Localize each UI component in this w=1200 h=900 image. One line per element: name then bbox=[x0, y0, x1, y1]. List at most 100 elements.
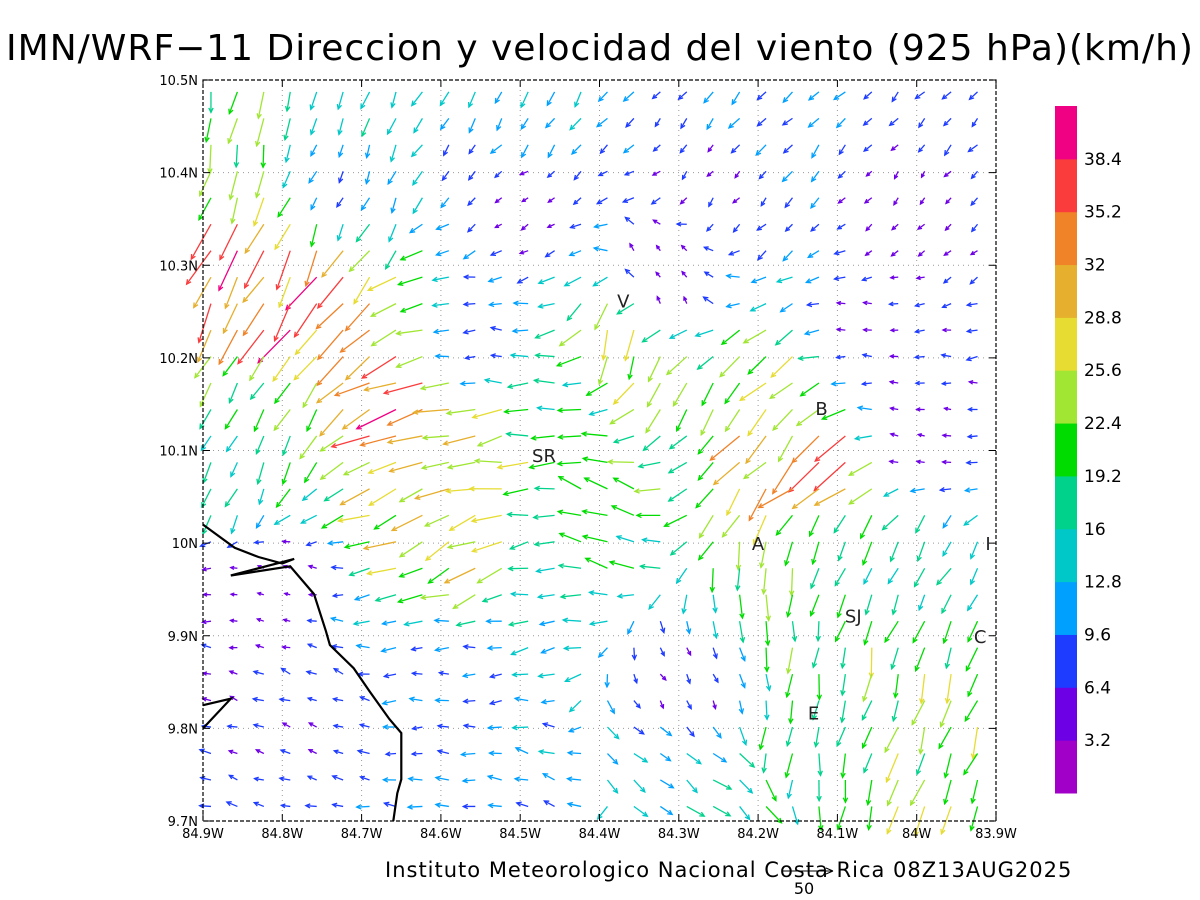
y-tick-label: 10.5N bbox=[159, 74, 198, 89]
wind-arrow bbox=[941, 594, 952, 615]
wind-arrow-shaft bbox=[810, 594, 820, 616]
wind-arrow bbox=[889, 432, 899, 437]
wind-arrow-head bbox=[224, 423, 230, 430]
wind-arrow bbox=[672, 382, 688, 408]
wind-arrow-head bbox=[731, 198, 738, 204]
wind-arrow-head bbox=[370, 340, 377, 347]
wind-arrow bbox=[768, 382, 793, 400]
wind-arrow bbox=[942, 514, 952, 529]
wind-arrow-shaft bbox=[777, 276, 793, 283]
wind-arrow-head bbox=[218, 285, 224, 292]
wind-arrow-shaft bbox=[911, 700, 926, 725]
wind-arrow-shaft bbox=[848, 461, 873, 476]
wind-arrow bbox=[388, 223, 397, 243]
wind-arrow-shaft bbox=[443, 144, 450, 156]
wind-arrow-shaft bbox=[408, 805, 423, 808]
wind-arrow-shaft bbox=[782, 91, 793, 103]
wind-arrow-head bbox=[557, 475, 564, 482]
wind-arrow-head bbox=[833, 250, 840, 256]
wind-arrow-head bbox=[756, 225, 762, 231]
wind-arrow-head bbox=[228, 194, 234, 201]
wind-arrow-shaft bbox=[331, 435, 370, 448]
wind-arrow-shaft bbox=[434, 329, 449, 333]
wind-arrow bbox=[609, 408, 635, 425]
wind-arrow-head bbox=[660, 651, 665, 657]
wind-arrow-shaft bbox=[254, 541, 264, 544]
wind-arrow-head bbox=[403, 621, 410, 627]
wind-arrow-shaft bbox=[747, 409, 767, 436]
wind-arrow-shaft bbox=[490, 699, 502, 705]
wind-arrow-head bbox=[776, 817, 783, 824]
wind-arrow-shaft bbox=[815, 726, 820, 747]
wind-arrow-shaft bbox=[463, 302, 476, 306]
wind-arrow-shaft bbox=[281, 804, 291, 808]
wind-arrow-head bbox=[440, 202, 447, 209]
wind-arrow bbox=[489, 353, 502, 359]
wind-arrow-head bbox=[938, 743, 944, 750]
wind-arrow-head bbox=[502, 490, 509, 497]
wind-arrow-shaft bbox=[253, 724, 264, 728]
wind-arrow-head bbox=[687, 704, 692, 711]
wind-arrow-shaft bbox=[439, 91, 450, 106]
wind-arrow-shaft bbox=[695, 488, 714, 509]
wind-arrow-shaft bbox=[863, 621, 873, 645]
wind-arrow-head bbox=[893, 692, 899, 699]
wind-arrow-shaft bbox=[423, 435, 449, 439]
wind-arrow-head bbox=[304, 477, 310, 484]
wind-arrow bbox=[461, 672, 476, 679]
wind-arrow bbox=[284, 91, 291, 113]
wind-arrow-head bbox=[816, 694, 823, 701]
wind-arrow-shaft bbox=[622, 197, 635, 203]
wind-arrow-head bbox=[709, 455, 716, 461]
wind-arrow-head bbox=[441, 175, 447, 182]
wind-arrow-head bbox=[336, 235, 342, 242]
wind-arrow-shaft bbox=[316, 303, 344, 329]
wind-arrow-head bbox=[816, 795, 822, 803]
wind-arrow bbox=[612, 435, 635, 444]
wind-arrow bbox=[739, 673, 746, 689]
wind-arrow bbox=[518, 250, 529, 255]
wind-arrow bbox=[443, 144, 450, 157]
wind-arrow-head bbox=[253, 425, 259, 433]
wind-arrow-head bbox=[799, 391, 806, 397]
wind-arrow bbox=[373, 514, 397, 530]
wind-arrow-shaft bbox=[807, 250, 820, 258]
wind-arrow-head bbox=[885, 776, 891, 784]
wind-arrow bbox=[566, 750, 582, 756]
wind-arrow bbox=[389, 144, 397, 163]
wind-arrow bbox=[488, 699, 502, 706]
wind-arrow bbox=[833, 250, 846, 256]
wind-arrow-head bbox=[230, 528, 236, 535]
wind-arrow-head bbox=[390, 526, 398, 532]
wind-arrow-head bbox=[224, 501, 231, 508]
wind-arrow-shaft bbox=[331, 566, 344, 569]
wind-arrow bbox=[803, 329, 820, 336]
wind-arrow-head bbox=[353, 595, 361, 601]
wind-arrow-head bbox=[299, 453, 305, 460]
wind-arrow-head bbox=[398, 552, 406, 558]
wind-arrow-head bbox=[278, 776, 285, 782]
wind-arrow-head bbox=[706, 226, 712, 232]
x-tick-label: 84.4W bbox=[579, 827, 621, 842]
wind-arrow-head bbox=[889, 432, 895, 437]
wind-arrow bbox=[862, 673, 873, 703]
wind-arrow bbox=[399, 303, 423, 313]
wind-arrow bbox=[566, 801, 582, 808]
wind-arrow-shaft bbox=[226, 801, 238, 808]
wind-arrow-shaft bbox=[353, 276, 371, 304]
wind-arrow-shaft bbox=[712, 752, 727, 763]
wind-arrow-head bbox=[639, 786, 646, 794]
wind-arrow bbox=[467, 197, 476, 207]
wind-arrow-shaft bbox=[834, 567, 846, 586]
wind-arrow-shaft bbox=[811, 144, 820, 158]
wind-arrow-shaft bbox=[796, 408, 820, 426]
wind-arrow bbox=[834, 620, 846, 643]
wind-arrow-shaft bbox=[497, 461, 529, 469]
wind-arrow-shaft bbox=[712, 594, 717, 613]
wind-arrow-shaft bbox=[787, 647, 794, 674]
wind-arrow bbox=[256, 91, 265, 120]
wind-arrow bbox=[421, 434, 449, 441]
wind-arrow-head bbox=[942, 550, 948, 557]
wind-arrow-head bbox=[520, 102, 526, 109]
wind-arrow bbox=[434, 802, 449, 808]
